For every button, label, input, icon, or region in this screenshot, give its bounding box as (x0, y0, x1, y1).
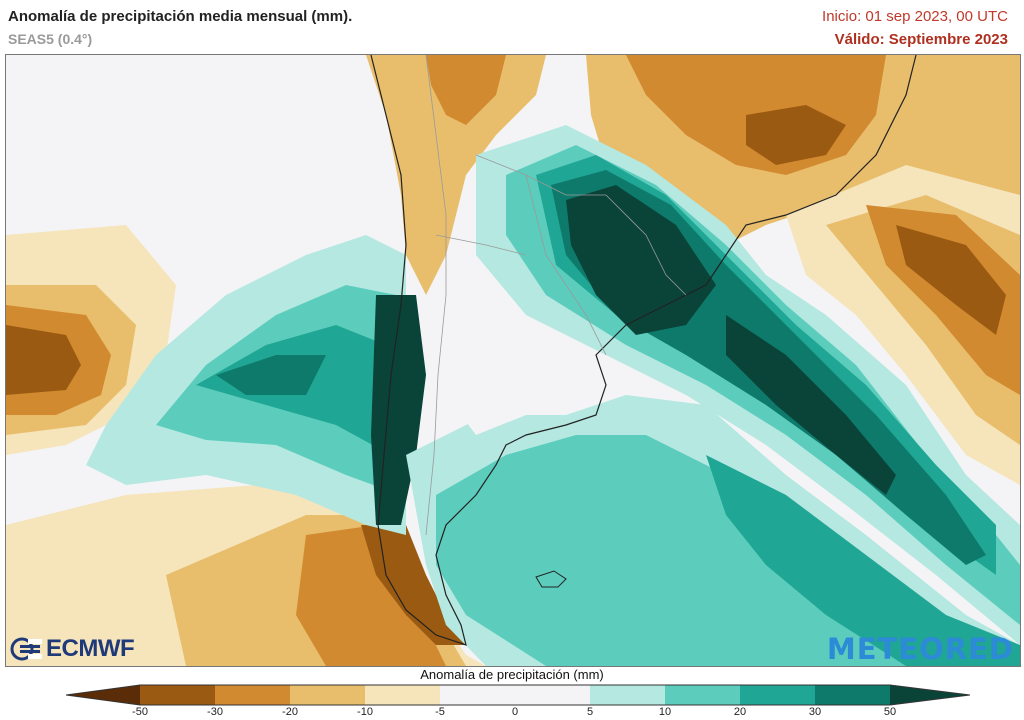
legend-tick: -10 (357, 706, 373, 718)
colorbar (66, 684, 970, 706)
colorbar-bin-20-10 (290, 685, 365, 705)
dry-region-brazil-strong (746, 105, 846, 165)
coastline-south-america (370, 55, 917, 646)
colorbar-bin-10-5 (365, 685, 440, 705)
legend-tick: -30 (207, 706, 223, 718)
colorbar-bin-30-50 (815, 685, 890, 705)
legend-tick: -20 (282, 706, 298, 718)
ecmwf-logo: ECMWF (10, 635, 135, 662)
legend-title: Anomalía de precipitación (mm) (420, 667, 604, 682)
dry-region-andes-north (366, 55, 546, 295)
map-title: Anomalía de precipitación media mensual … (8, 8, 353, 25)
legend-tick: 5 (586, 706, 594, 718)
colorbar-bin-20-30 (740, 685, 815, 705)
dry-region-pacific-west-strong (6, 325, 81, 395)
colorbar-bin-5-0 (440, 685, 515, 705)
legend-tick: -5 (435, 706, 445, 718)
colorbar-arrow-high (890, 685, 970, 705)
model-label: SEAS5 (0.4°) (8, 31, 93, 47)
wet-region-atlantic-mid (706, 455, 1020, 666)
wet-region-plata-core (566, 185, 716, 335)
ecmwf-emblem-icon (10, 637, 42, 661)
legend-tick: 50 (883, 706, 897, 718)
colorbar-bin-10-20 (665, 685, 740, 705)
dry-region-atlantic-east-strong (896, 225, 1006, 335)
coastline-malvinas (535, 570, 567, 588)
legend-tick: 0 (511, 706, 519, 718)
colorbar-bin-30-20 (215, 685, 290, 705)
neutral-region-pampas (446, 315, 596, 435)
legend-tick: 20 (733, 706, 747, 718)
colorbar-outline (66, 684, 970, 706)
legend-tick: 30 (808, 706, 822, 718)
init-time: Inicio: 01 sep 2023, 00 UTC (822, 8, 1008, 25)
precipitation-anomaly-map (5, 54, 1021, 667)
dry-region-pacific-south-core (296, 525, 446, 666)
colorbar-bin-0-5 (515, 685, 590, 705)
legend-tick: 10 (658, 706, 672, 718)
valid-period: Válido: Septiembre 2023 (834, 31, 1008, 48)
ecmwf-logo-text: ECMWF (46, 635, 135, 662)
colorbar-arrow-low (66, 685, 140, 705)
legend-tick: -50 (132, 706, 148, 718)
map-canvas (6, 55, 1020, 666)
meteored-logo: METEORED (826, 632, 1014, 666)
wet-region-pacific-core (216, 355, 326, 395)
dry-region-andes-north-core (426, 55, 506, 125)
wet-region-atlantic-core (726, 315, 896, 495)
country-borders (425, 55, 687, 536)
colorbar-bin-50-30 (140, 685, 215, 705)
colorbar-bin-5-10 (590, 685, 665, 705)
